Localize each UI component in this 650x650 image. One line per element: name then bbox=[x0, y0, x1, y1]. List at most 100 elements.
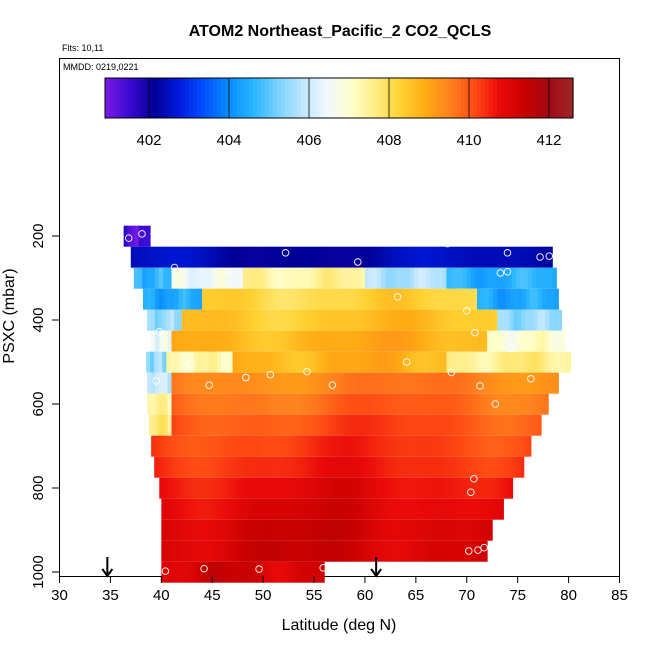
heatmap-cell bbox=[170, 309, 175, 331]
heatmap-cell bbox=[298, 540, 303, 562]
heatmap-cell bbox=[320, 519, 326, 541]
heatmap-cell bbox=[197, 309, 203, 331]
heatmap-cell bbox=[215, 246, 220, 268]
heatmap-cell bbox=[332, 519, 338, 541]
heatmap-cell bbox=[458, 540, 464, 562]
heatmap-cell bbox=[162, 246, 168, 268]
heatmap-cell bbox=[190, 288, 195, 310]
heatmap-cell bbox=[476, 288, 482, 310]
heatmap-cell bbox=[182, 246, 188, 268]
heatmap-cell bbox=[191, 330, 196, 352]
heatmap-cell bbox=[205, 351, 210, 373]
heatmap-cell bbox=[512, 246, 517, 268]
heatmap-cell bbox=[230, 456, 236, 478]
heatmap-cell bbox=[199, 246, 204, 268]
colorbar-swatch bbox=[385, 78, 390, 118]
heatmap-cell bbox=[434, 540, 440, 562]
heatmap-cell bbox=[304, 561, 309, 583]
heatmap-cell bbox=[353, 267, 358, 289]
heatmap-cell bbox=[360, 414, 365, 436]
heatmap-cell bbox=[299, 246, 304, 268]
heatmap-cell bbox=[331, 435, 336, 457]
colorbar-swatch bbox=[449, 78, 454, 118]
heatmap-cell bbox=[142, 267, 147, 289]
heatmap-cell bbox=[516, 246, 521, 268]
heatmap-cell bbox=[443, 456, 448, 478]
heatmap-cell bbox=[319, 330, 324, 352]
heatmap-cell bbox=[412, 414, 418, 436]
heatmap-cell bbox=[323, 330, 328, 352]
heatmap-cell bbox=[384, 414, 389, 436]
heatmap-cell bbox=[249, 288, 255, 310]
heatmap-cell bbox=[203, 477, 208, 499]
colorbar-swatch bbox=[509, 78, 514, 118]
heatmap-cell bbox=[211, 414, 217, 436]
heatmap-cell bbox=[267, 246, 272, 268]
heatmap-cell bbox=[485, 309, 490, 331]
heatmap-cell bbox=[335, 372, 340, 394]
heatmap-cell bbox=[491, 498, 496, 520]
heatmap-cell bbox=[189, 309, 195, 331]
heatmap-cell bbox=[276, 561, 282, 583]
colorbar-swatch bbox=[125, 78, 130, 118]
heatmap-cell bbox=[203, 267, 208, 289]
heatmap-cell bbox=[452, 519, 457, 541]
heatmap-cell bbox=[273, 309, 279, 331]
heatmap-cell bbox=[151, 330, 156, 352]
heatmap-cell bbox=[249, 309, 255, 331]
heatmap-cell bbox=[147, 393, 152, 415]
heatmap-cell bbox=[245, 540, 251, 562]
colorbar-swatch bbox=[257, 78, 262, 118]
heatmap-cell bbox=[239, 393, 245, 415]
heatmap-cell bbox=[371, 246, 377, 268]
sample-point bbox=[170, 263, 179, 272]
heatmap-cell bbox=[277, 309, 283, 331]
sample-point bbox=[328, 381, 337, 389]
heatmap-cell bbox=[407, 246, 413, 268]
heatmap-cell bbox=[193, 309, 199, 331]
colorbar-swatch bbox=[453, 78, 458, 118]
heatmap-cell bbox=[350, 372, 356, 394]
heatmap-cell bbox=[255, 477, 261, 499]
sample-point bbox=[393, 293, 402, 301]
heatmap-cell bbox=[287, 393, 293, 415]
heatmap-cell bbox=[215, 267, 220, 289]
y-tick-label: 1000 bbox=[30, 555, 47, 588]
heatmap-cell bbox=[322, 540, 327, 562]
heatmap-cell bbox=[275, 330, 280, 352]
heatmap-cell bbox=[396, 519, 402, 541]
heatmap-cell bbox=[268, 351, 274, 373]
heatmap-cell bbox=[158, 456, 163, 478]
heatmap-cell bbox=[237, 540, 243, 562]
heatmap-cell bbox=[230, 267, 236, 289]
heatmap-cell bbox=[465, 288, 470, 310]
heatmap-cell bbox=[383, 456, 388, 478]
heatmap-cell bbox=[269, 288, 275, 310]
heatmap-cell bbox=[327, 477, 333, 499]
heatmap-cell bbox=[235, 330, 240, 352]
heatmap-cell bbox=[223, 477, 229, 499]
heatmap-cell bbox=[265, 540, 271, 562]
heatmap-cell bbox=[430, 267, 435, 289]
heatmap-cell bbox=[352, 498, 357, 520]
sample-point bbox=[470, 475, 478, 483]
heatmap-cell bbox=[284, 519, 290, 541]
heatmap-cell bbox=[365, 309, 370, 331]
heatmap-cell bbox=[440, 477, 445, 499]
heatmap-cell bbox=[446, 435, 452, 457]
heatmap-cell bbox=[235, 435, 240, 457]
heatmap-cell bbox=[308, 519, 314, 541]
heatmap-cell bbox=[444, 393, 449, 415]
heatmap-cell bbox=[307, 246, 312, 268]
heatmap-cell bbox=[428, 519, 433, 541]
heatmap-cell bbox=[499, 456, 505, 478]
heatmap-cell bbox=[165, 519, 170, 541]
colorbar-tick-label: 408 bbox=[376, 132, 401, 149]
heatmap-cell bbox=[311, 435, 316, 457]
heatmap-cell bbox=[243, 393, 249, 415]
heatmap-cell bbox=[244, 561, 250, 583]
heatmap-cell bbox=[395, 393, 401, 415]
heatmap-cell bbox=[496, 477, 502, 499]
heatmap-cell bbox=[457, 288, 462, 310]
heatmap-cell bbox=[309, 351, 314, 373]
